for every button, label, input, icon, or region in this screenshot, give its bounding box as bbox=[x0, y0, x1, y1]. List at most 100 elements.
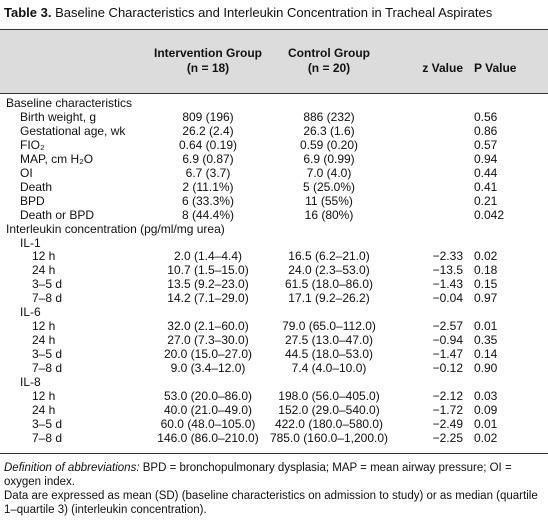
row-label: 7–8 d bbox=[32, 430, 63, 445]
control-value: 44.5 (18.0–53.0) bbox=[284, 347, 374, 362]
row-label: Birth weight, g bbox=[20, 109, 97, 124]
p-value: 0.90 bbox=[474, 361, 498, 376]
p-value: 0.21 bbox=[474, 193, 498, 208]
group-label: IL-6 bbox=[20, 305, 41, 320]
intervention-value: 26.2 (2.4) bbox=[182, 123, 234, 138]
z-value: −2.25 bbox=[432, 430, 463, 445]
p-value: 0.57 bbox=[474, 137, 498, 152]
row-label: 24 h bbox=[32, 402, 56, 417]
intervention-value: 6 (33.3%) bbox=[181, 193, 235, 208]
intervention-value: 2.0 (1.4–4.4) bbox=[173, 249, 243, 264]
p-value: 0.86 bbox=[474, 123, 498, 138]
z-value: −0.12 bbox=[432, 361, 463, 376]
intervention-value: 146.0 (86.0–210.0) bbox=[157, 430, 259, 445]
p-value: 0.15 bbox=[474, 277, 498, 292]
row-label: FIO₂ bbox=[20, 137, 45, 152]
control-value: 7.4 (4.0–10.0) bbox=[291, 361, 367, 376]
table-number: Table 3. bbox=[4, 5, 52, 20]
p-value: 0.14 bbox=[474, 347, 498, 362]
control-value: 11 (55%) bbox=[305, 193, 353, 208]
column-header: P Value bbox=[474, 61, 517, 75]
rule bbox=[0, 453, 548, 454]
control-value: 7.0 (4.0) bbox=[306, 165, 352, 180]
header-band bbox=[0, 30, 548, 93]
z-value: −1.47 bbox=[432, 347, 463, 362]
z-value: −0.04 bbox=[432, 291, 463, 306]
z-value: −0.94 bbox=[432, 333, 463, 348]
row-label: MAP, cm H₂O bbox=[20, 151, 94, 166]
row-label: 3–5 d bbox=[32, 416, 63, 431]
control-value: 6.9 (0.99) bbox=[303, 151, 355, 166]
group-label: IL-8 bbox=[20, 375, 41, 389]
p-value: 0.41 bbox=[474, 179, 498, 194]
footnote: Definition of abbreviations: BPD = bronc… bbox=[4, 462, 542, 489]
group-label: IL-1 bbox=[20, 235, 41, 250]
p-value: 0.02 bbox=[474, 249, 498, 264]
intervention-value: 13.5 (9.2–23.0) bbox=[167, 277, 249, 292]
intervention-value: 32.0 (2.1–60.0) bbox=[167, 319, 249, 334]
intervention-value: 9.0 (3.4–12.0) bbox=[170, 361, 246, 376]
control-value: 16 (80%) bbox=[304, 207, 354, 222]
control-value: 79.0 (65.0–112.0) bbox=[282, 319, 376, 334]
row-label: 12 h bbox=[32, 319, 56, 334]
control-value: 27.5 (13.0–47.0) bbox=[284, 333, 374, 348]
row-label: OI bbox=[20, 165, 33, 180]
intervention-value: 809 (196) bbox=[182, 109, 234, 124]
table-title: Table 3. Baseline Characteristics and In… bbox=[4, 6, 492, 20]
row-label: 7–8 d bbox=[32, 361, 63, 376]
p-value: 0.02 bbox=[474, 430, 498, 445]
section-label: Baseline characteristics bbox=[6, 96, 133, 110]
row-label: 24 h bbox=[32, 263, 56, 278]
row-label: 3–5 d bbox=[32, 277, 63, 292]
intervention-value: 60.0 (48.0–105.0) bbox=[160, 416, 256, 431]
z-value: −1.72 bbox=[432, 402, 463, 417]
intervention-value: 2 (11.1%) bbox=[182, 179, 234, 194]
control-value: 422.0 (180.0–580.0) bbox=[274, 416, 384, 431]
footnotes: Definition of abbreviations: BPD = bronc… bbox=[4, 462, 542, 518]
z-value: −2.33 bbox=[432, 249, 463, 264]
intervention-value: 6.7 (3.7) bbox=[185, 165, 231, 180]
p-value: 0.94 bbox=[474, 151, 498, 166]
row-label: Death or BPD bbox=[20, 207, 95, 222]
control-value: 16.5 (6.2–21.0) bbox=[288, 249, 370, 264]
control-value: 61.5 (18.0–86.0) bbox=[284, 277, 374, 292]
control-value: 886 (232) bbox=[303, 109, 355, 124]
intervention-value: 0.64 (0.19) bbox=[178, 137, 238, 152]
row-label: Death bbox=[20, 179, 53, 194]
row-label: Gestational age, wk bbox=[20, 123, 126, 138]
z-value: −2.57 bbox=[432, 319, 463, 334]
rule bbox=[0, 29, 548, 30]
intervention-value: 6.9 (0.87) bbox=[182, 151, 234, 166]
column-header: Intervention Group bbox=[154, 46, 262, 60]
footnote-lead: Definition of abbreviations: bbox=[4, 462, 140, 474]
control-value: 26.3 (1.6) bbox=[303, 123, 355, 138]
p-value: 0.35 bbox=[474, 333, 498, 348]
row-label: BPD bbox=[20, 193, 45, 208]
rule bbox=[0, 93, 548, 94]
intervention-value: 53.0 (20.0–86.0) bbox=[163, 388, 253, 403]
control-value: 152.0 (29.0–540.0) bbox=[278, 402, 380, 417]
footnote: Data are expressed as mean (SD) (baselin… bbox=[4, 490, 538, 516]
intervention-value: 20.0 (15.0–27.0) bbox=[163, 347, 253, 362]
intervention-value: 10.7 (1.5–15.0) bbox=[167, 263, 249, 278]
row-label: 3–5 d bbox=[32, 347, 63, 362]
control-value: 198.0 (56.0–405.0) bbox=[278, 388, 380, 403]
title-text: Baseline Characteristics and Interleukin… bbox=[55, 5, 493, 20]
control-value: 24.0 (2.3–53.0) bbox=[288, 263, 370, 278]
z-value: −2.49 bbox=[432, 416, 463, 431]
control-value: 5 (25.0%) bbox=[302, 179, 356, 194]
intervention-value: 40.0 (21.0–49.0) bbox=[163, 402, 253, 417]
column-n: (n = 18) bbox=[186, 61, 230, 75]
intervention-value: 27.0 (7.3–30.0) bbox=[167, 333, 249, 348]
intervention-value: 8 (44.4%) bbox=[181, 207, 235, 222]
z-value: −1.43 bbox=[432, 277, 463, 292]
p-value: 0.18 bbox=[474, 263, 498, 278]
column-n: (n = 20) bbox=[307, 61, 351, 75]
row-label: 7–8 d bbox=[32, 291, 63, 306]
p-value: 0.44 bbox=[474, 165, 498, 180]
z-value: −2.12 bbox=[432, 388, 463, 403]
column-header: Control Group bbox=[288, 46, 370, 60]
p-value: 0.56 bbox=[474, 109, 498, 124]
row-label: 24 h bbox=[32, 333, 56, 348]
